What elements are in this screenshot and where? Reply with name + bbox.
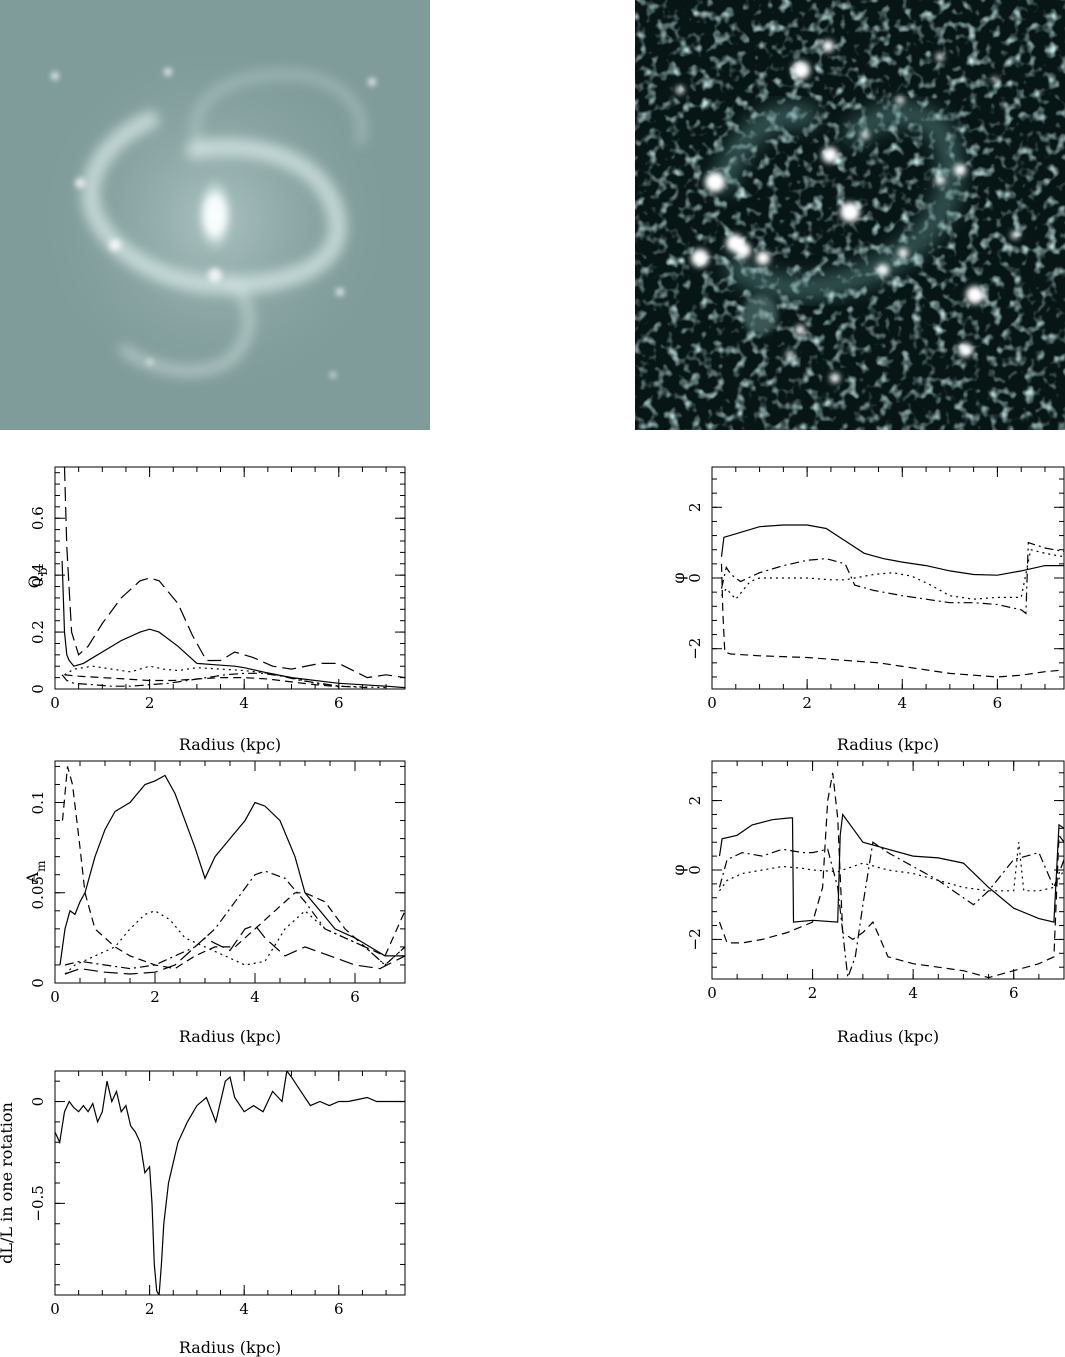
chart-am: 0 2 4 6 0 0.05 0.1 Radius (kpc) Am bbox=[23, 760, 406, 1046]
chart-qb: 0 2 4 6 0 0.2 0.4 0.6 Radius (kpc) Qb bbox=[25, 466, 406, 754]
series-dash-dot bbox=[64, 870, 405, 970]
y-tick-label: 0.2 bbox=[29, 620, 47, 644]
x-tick-label: 2 bbox=[150, 988, 160, 1006]
series-dash-dot bbox=[61, 672, 368, 689]
x-tick-label: 4 bbox=[239, 694, 249, 712]
x-tick-label: 6 bbox=[334, 1300, 344, 1318]
y-axis-title: Qb bbox=[25, 567, 50, 588]
y-axis-title-sub: b bbox=[36, 567, 50, 575]
x-tick-label: 6 bbox=[350, 988, 360, 1006]
y-tick-label: 0 bbox=[29, 684, 47, 694]
y-tick-label: 0 bbox=[686, 865, 704, 875]
series-dotted bbox=[64, 665, 387, 689]
x-axis-title: Radius (kpc) bbox=[179, 735, 281, 754]
y-tick-label: 0.4 bbox=[29, 563, 47, 587]
y-axis-title: φ bbox=[669, 572, 688, 583]
y-tick-label: 0.05 bbox=[29, 876, 47, 909]
x-tick-label: 2 bbox=[808, 984, 818, 1002]
plot-frame bbox=[54, 466, 406, 690]
x-axis-title: Radius (kpc) bbox=[837, 735, 939, 754]
galaxy-star-forming-image bbox=[635, 0, 1065, 430]
y-axis-title-main: Q bbox=[25, 575, 44, 588]
series-solid bbox=[718, 812, 1064, 923]
series-dashed bbox=[61, 766, 405, 970]
x-tick-label: 6 bbox=[334, 694, 344, 712]
y-axis-title-main: dL/L in one rotation bbox=[0, 1102, 16, 1264]
chart-phi1: 0 2 4 6 −2 0 2 Radius (kpc) φ bbox=[669, 466, 1065, 754]
x-tick-label: 2 bbox=[145, 694, 155, 712]
series-dotted bbox=[721, 548, 1064, 601]
x-tick-label: 2 bbox=[145, 1300, 155, 1318]
y-axis-title-main: A bbox=[23, 871, 42, 884]
series-dash-dot bbox=[718, 841, 1064, 978]
x-tick-label: 6 bbox=[993, 694, 1003, 712]
x-tick-label: 6 bbox=[1009, 984, 1019, 1002]
series-dashed bbox=[720, 563, 1064, 678]
x-tick-label: 4 bbox=[897, 694, 907, 712]
y-axis-title: dL/L in one rotation bbox=[0, 1102, 16, 1264]
y-axis-title: Am bbox=[23, 860, 48, 885]
series-long-dash bbox=[64, 924, 405, 975]
y-axis-title-main: φ bbox=[669, 864, 688, 875]
x-axis-title: Radius (kpc) bbox=[179, 1338, 281, 1357]
series-solid bbox=[720, 524, 1064, 576]
y-tick-label: −0.5 bbox=[29, 1185, 47, 1221]
y-axis-title-sub: m bbox=[34, 860, 48, 872]
y-axis-title: φ bbox=[669, 864, 688, 875]
galaxy-near-infrared-icon bbox=[0, 0, 430, 430]
x-tick-label: 0 bbox=[707, 984, 717, 1002]
chart-dl: 0 2 4 6 −0.5 0 Radius (kpc) dL/L in one rotatio… bbox=[0, 1070, 406, 1357]
x-tick-label: 4 bbox=[250, 988, 260, 1006]
galaxy-near-infrared-image bbox=[0, 0, 430, 430]
x-tick-label: 0 bbox=[50, 1300, 60, 1318]
y-tick-label: 0.1 bbox=[29, 791, 47, 815]
x-tick-label: 0 bbox=[707, 694, 717, 712]
x-tick-label: 2 bbox=[802, 694, 812, 712]
y-tick-label: 0 bbox=[29, 978, 47, 988]
series-dashed bbox=[718, 772, 1064, 979]
x-tick-label: 0 bbox=[50, 988, 60, 1006]
series-dotted bbox=[719, 842, 1064, 892]
y-tick-label: 2 bbox=[686, 503, 704, 513]
x-tick-label: 4 bbox=[908, 984, 918, 1002]
y-tick-label: 0.6 bbox=[29, 506, 47, 530]
series-dash-dot bbox=[720, 541, 1064, 615]
plot-frame bbox=[711, 760, 1065, 980]
series-solid bbox=[61, 560, 405, 689]
plot-frame bbox=[54, 1070, 406, 1296]
y-tick-label: 0 bbox=[686, 573, 704, 583]
y-tick-label: 0 bbox=[29, 1097, 47, 1107]
galaxy-star-forming-icon bbox=[635, 0, 1065, 430]
x-tick-label: 0 bbox=[50, 694, 60, 712]
series-dashed bbox=[64, 674, 339, 688]
x-axis-title: Radius (kpc) bbox=[837, 1027, 939, 1046]
y-axis-title-main: φ bbox=[669, 572, 688, 583]
x-tick-label: 4 bbox=[239, 1300, 249, 1318]
series-solid bbox=[55, 1071, 405, 1295]
y-tick-label: −2 bbox=[686, 928, 704, 950]
x-axis-title: Radius (kpc) bbox=[179, 1027, 281, 1046]
series-long-dash bbox=[63, 467, 405, 679]
y-tick-label: −2 bbox=[686, 638, 704, 660]
chart-phi2: 0 2 4 6 −2 0 2 Radius (kpc) φ bbox=[669, 760, 1065, 1046]
y-tick-label: 2 bbox=[686, 796, 704, 806]
